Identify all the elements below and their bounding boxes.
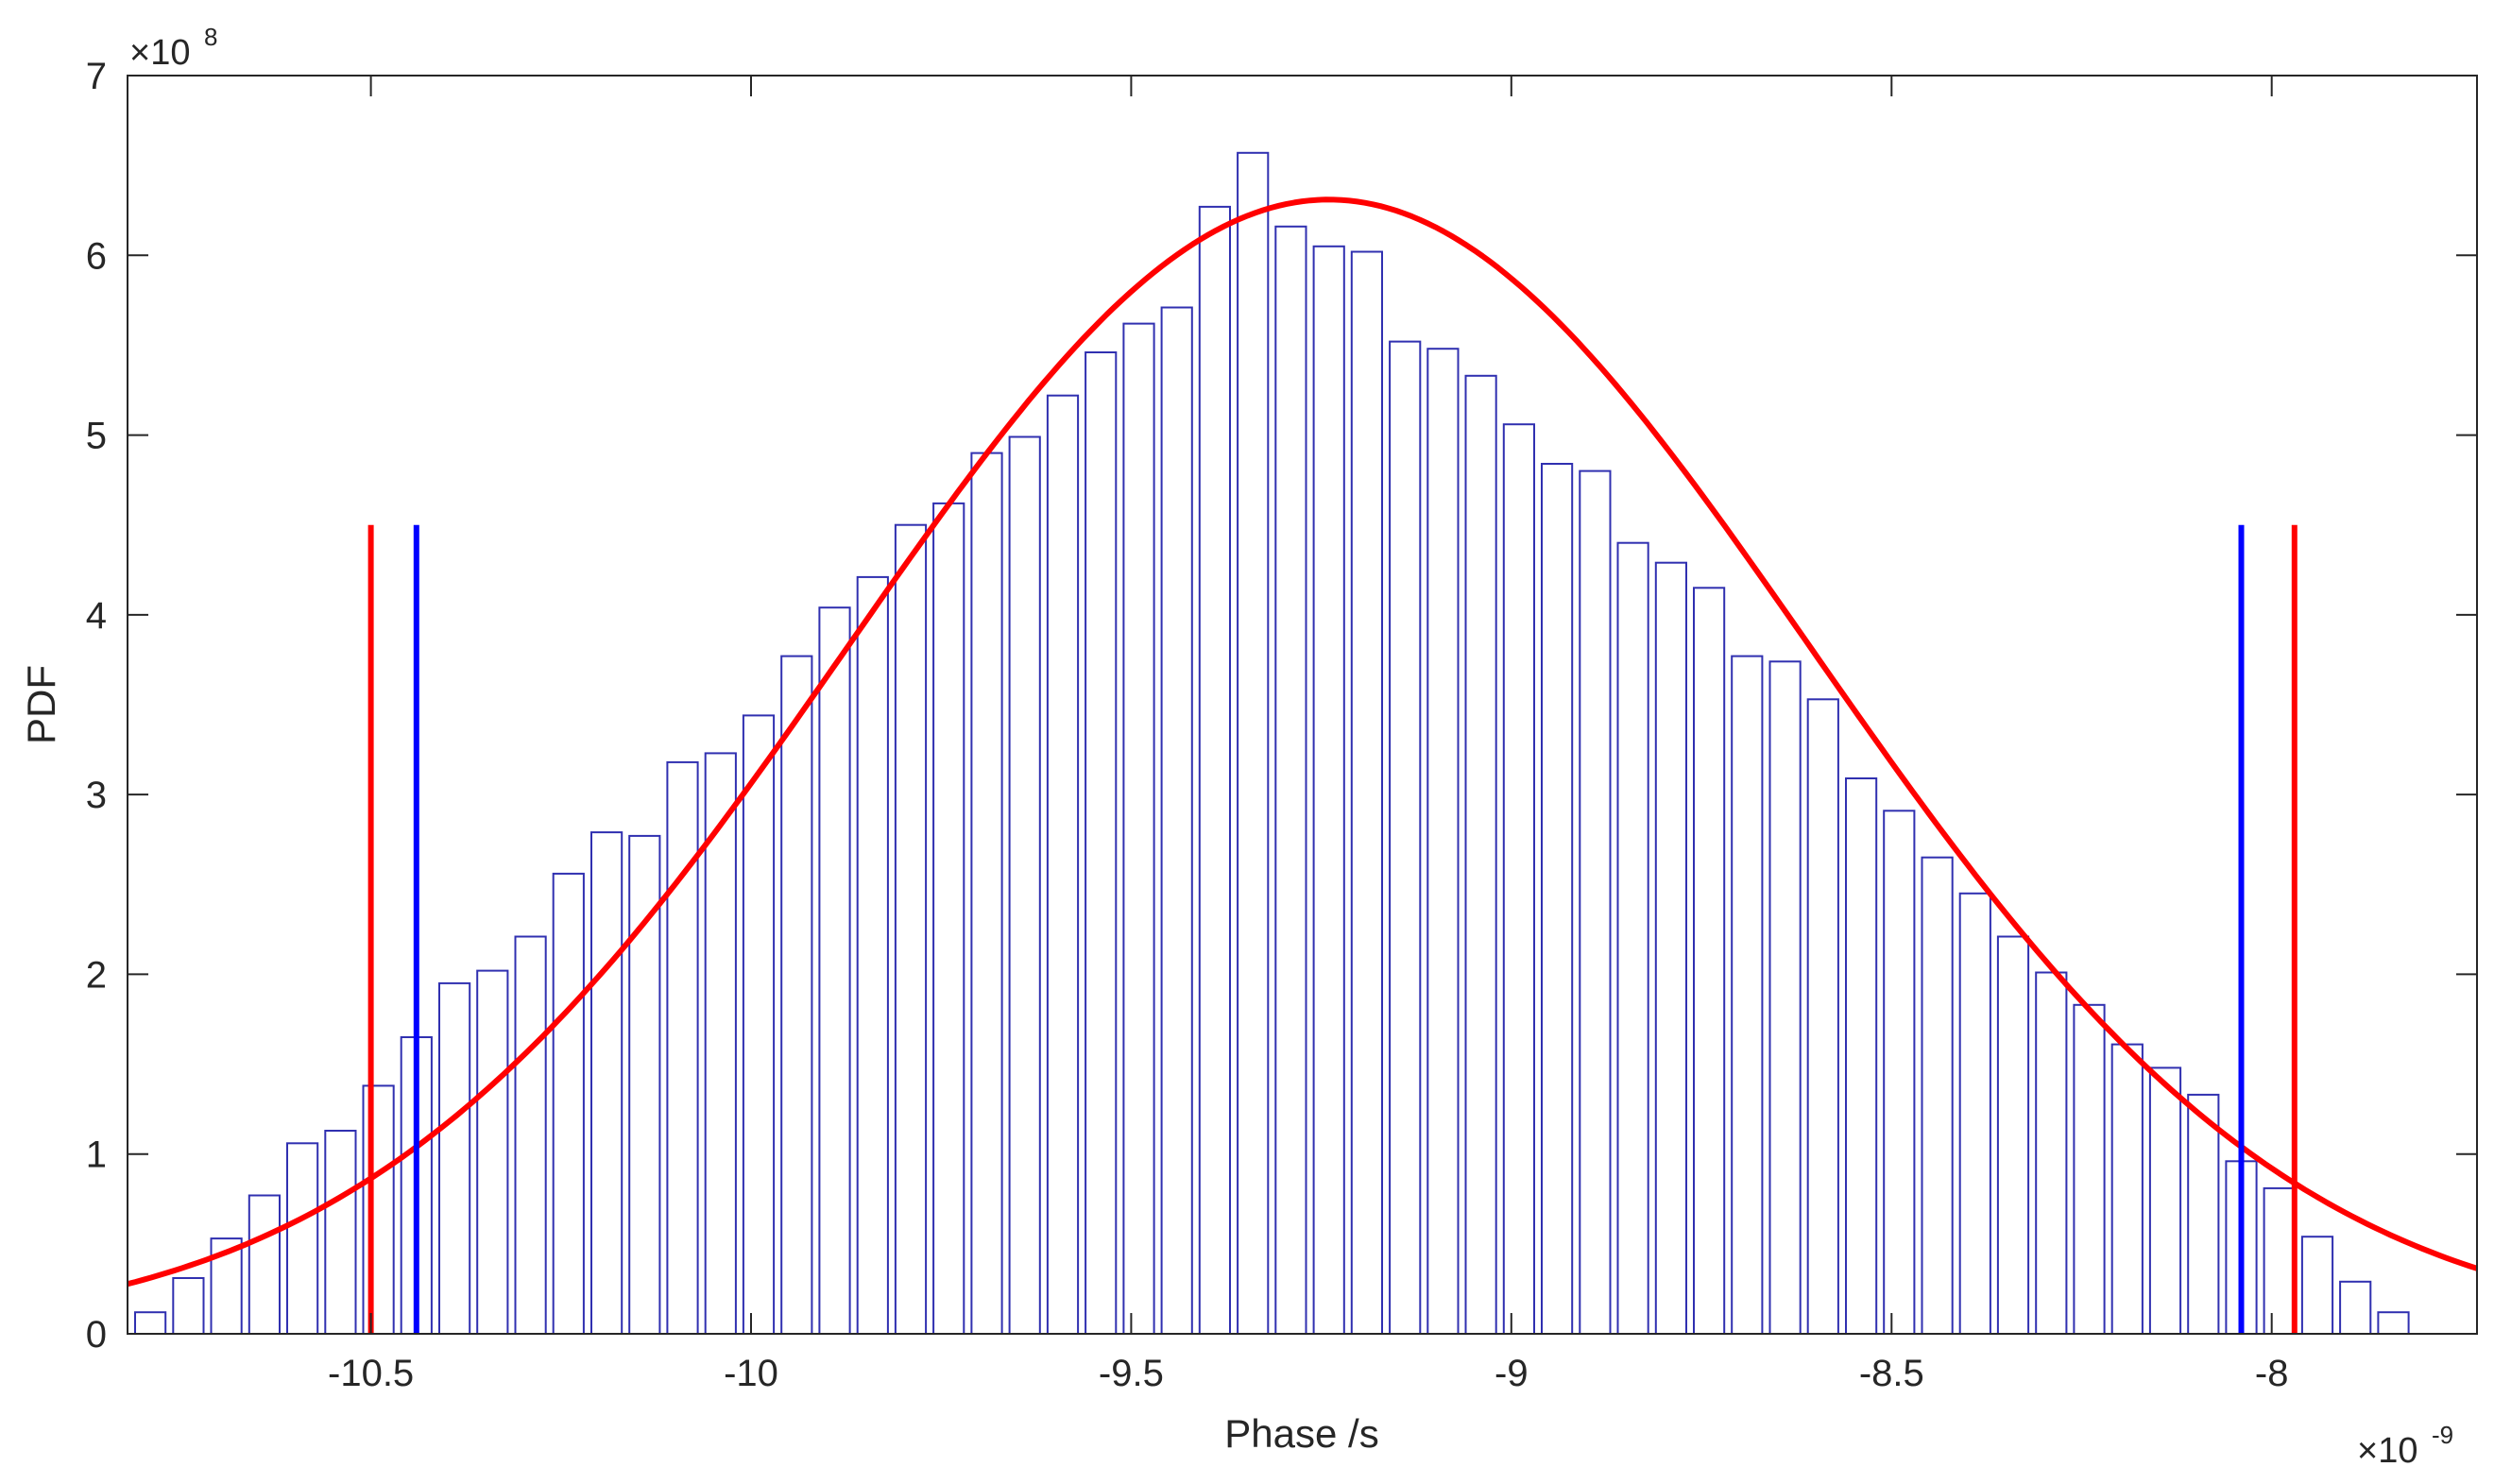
histogram-bar <box>1541 463 1574 1335</box>
histogram-bar <box>362 1084 395 1336</box>
histogram-bar <box>324 1130 357 1335</box>
histogram-bar <box>2300 1236 2334 1335</box>
histogram-bar <box>2148 1066 2182 1336</box>
histogram-bar <box>970 452 1003 1336</box>
y-exponent-power: 8 <box>204 23 217 51</box>
histogram-bar <box>1122 322 1155 1336</box>
y-tick-label: 3 <box>86 775 107 816</box>
x-exponent-label: ×10 -9 <box>2357 1421 2453 1471</box>
histogram-bar <box>1883 810 1916 1335</box>
histogram-bar <box>932 502 965 1335</box>
histogram-bar <box>438 981 471 1336</box>
histogram-bar <box>590 831 624 1335</box>
histogram-bar <box>1693 587 1726 1335</box>
histogram-bar <box>1958 892 1991 1335</box>
histogram-bar <box>1502 423 1536 1335</box>
histogram-bar <box>1996 935 2030 1335</box>
histogram-bar <box>742 714 776 1335</box>
histogram-bar <box>286 1142 319 1336</box>
histogram-bar <box>476 969 509 1335</box>
x-tick-label: -9 <box>1495 1353 1529 1394</box>
y-tick-label: 0 <box>86 1314 107 1356</box>
histogram-bar <box>1654 561 1688 1335</box>
histogram-bar <box>2339 1280 2372 1336</box>
y-axis-label: PDF <box>19 665 63 744</box>
y-tick-label: 6 <box>86 235 107 277</box>
histogram-bar <box>1768 660 1802 1335</box>
histogram-bar <box>134 1311 167 1335</box>
histogram-bar <box>704 752 737 1335</box>
histogram-bar <box>2377 1311 2410 1335</box>
histogram-bars <box>134 151 2410 1336</box>
histogram-bar <box>1579 469 1612 1336</box>
y-tick-label: 4 <box>86 595 107 637</box>
histogram-bar <box>1464 374 1497 1335</box>
histogram-bar <box>666 760 699 1335</box>
y-tick-label: 2 <box>86 954 107 996</box>
gaussian-fit-curve <box>127 196 2478 1288</box>
histogram-bar <box>1426 348 1460 1336</box>
histogram-bar <box>1921 856 1954 1335</box>
x-tick-label: -10 <box>724 1353 778 1394</box>
x-tick-label: -8 <box>2255 1353 2289 1394</box>
x-tick-label: -10.5 <box>328 1353 414 1394</box>
histogram-bar <box>818 606 851 1335</box>
histogram-bar <box>1389 340 1422 1336</box>
histogram-bar <box>1046 394 1080 1335</box>
x-tick-label: -8.5 <box>1859 1353 1924 1394</box>
axis-ticks: -10.5 -10 -9.5 -9 -8.5 -8 0 1 2 3 4 5 6 7 <box>86 56 2477 1394</box>
y-tick-label: 7 <box>86 56 107 97</box>
histogram-bar <box>2073 1003 2106 1336</box>
histogram-bar <box>248 1194 281 1335</box>
histogram-bar <box>552 872 585 1336</box>
histogram-bar <box>514 935 547 1335</box>
histogram-bar <box>2187 1093 2220 1336</box>
fit-curve-layer <box>127 196 2478 1288</box>
y-exponent-base: ×10 <box>129 33 190 73</box>
histogram-bar <box>1274 225 1307 1335</box>
y-tick-label: 5 <box>86 416 107 457</box>
histogram-bar <box>1237 151 1270 1335</box>
histogram-bar <box>1806 698 1839 1335</box>
histogram-bar <box>1160 306 1193 1335</box>
histogram-bar <box>2110 1043 2144 1335</box>
x-exponent-power: -9 <box>2432 1421 2453 1449</box>
histogram-bar <box>780 655 813 1335</box>
threshold-lines <box>367 524 2298 1334</box>
histogram-bar <box>2035 971 2068 1335</box>
histogram-bar <box>894 523 928 1335</box>
histogram-bar <box>856 575 889 1335</box>
histogram-bar <box>1312 245 1345 1335</box>
histogram-bar <box>1350 250 1384 1335</box>
y-exponent-label: ×10 8 <box>129 23 217 73</box>
histogram-bar <box>1845 777 1878 1335</box>
y-tick-label: 1 <box>86 1134 107 1176</box>
histogram-bar <box>1085 351 1118 1335</box>
histogram-bar <box>2263 1186 2296 1336</box>
x-exponent-base: ×10 <box>2357 1431 2417 1471</box>
histogram-bar <box>1731 655 1764 1335</box>
axes-box <box>127 75 2478 1335</box>
histogram-bar <box>1616 541 1649 1335</box>
histogram-bar <box>1198 205 1232 1335</box>
x-tick-label: -9.5 <box>1099 1353 1164 1394</box>
histogram-bar <box>1008 435 1041 1335</box>
histogram-bar <box>172 1277 205 1335</box>
x-axis-label: Phase /s <box>1224 1411 1378 1456</box>
